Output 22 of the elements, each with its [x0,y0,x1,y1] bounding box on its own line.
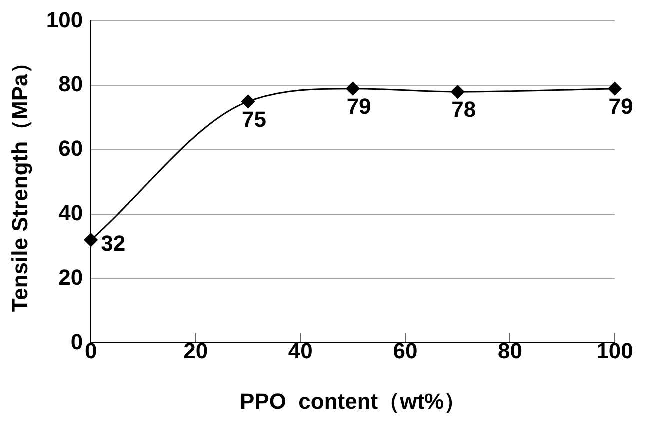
y-tick-label: 80 [58,72,84,97]
x-tick-label: 100 [596,338,634,364]
point [84,233,98,247]
x-tick-label: 20 [184,338,208,364]
data-label: 79 [608,94,634,119]
x-tick-label: 80 [498,338,522,364]
y-tick-label: 100 [46,7,84,32]
x-axis-title: PPO content（wt%） [240,388,466,414]
y-tick-label: 60 [58,136,84,162]
data-label: 32 [101,231,126,256]
point [608,82,622,96]
data-label: 75 [242,106,267,132]
x-tick-label: 60 [393,338,418,364]
data-label: 78 [452,97,476,122]
point [451,85,465,99]
point [242,94,256,108]
point [346,82,360,96]
y-tick-label: 40 [58,200,84,226]
y-axis-title: Tensile Strength（MPa） [7,52,32,312]
y-tick-label: 20 [58,264,84,290]
data-label: 79 [346,94,372,119]
x-tick-label: 40 [288,338,313,364]
